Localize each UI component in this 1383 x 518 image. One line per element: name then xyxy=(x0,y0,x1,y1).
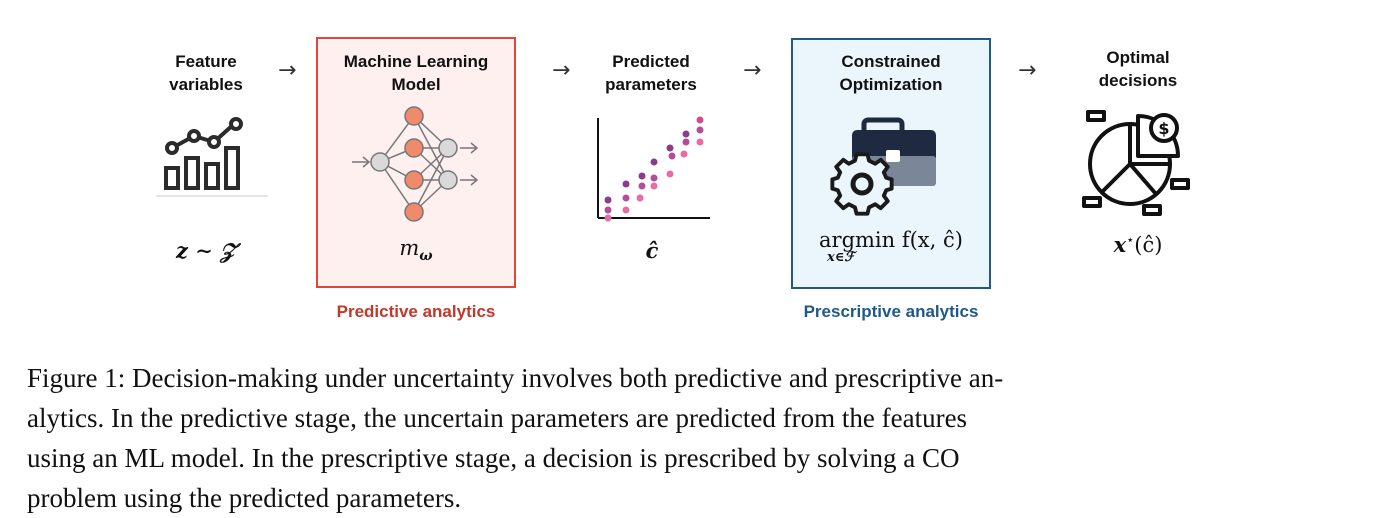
scatter-point xyxy=(666,170,674,178)
scatter-point xyxy=(650,182,658,190)
scatter-point xyxy=(604,214,612,222)
scatter-point xyxy=(682,130,690,138)
neural-network-icon xyxy=(352,106,479,222)
scatter-point xyxy=(638,182,646,190)
predictive-analytics-label: Predictive analytics xyxy=(336,302,496,321)
stage-title-predicted-parameters: Predicted parameters xyxy=(605,52,697,94)
stage-title-ml-model: Machine Learning Model xyxy=(343,52,489,94)
scatter-point xyxy=(682,138,690,146)
caption-line: problem using the predicted parameters. xyxy=(27,483,462,513)
scatter-point xyxy=(622,180,630,188)
svg-text:$: $ xyxy=(1158,119,1169,138)
symbol-optimization: argmin f(x, ĉ) x∈ℱ xyxy=(819,228,963,265)
stage-title-features: Feature variables xyxy=(169,52,243,94)
scatter-point xyxy=(650,158,658,166)
stage-title-optimal-decisions: Optimal decisions xyxy=(1098,48,1178,90)
caption-line: using an ML model. In the prescriptive s… xyxy=(27,443,960,473)
scatter-point xyxy=(622,194,630,202)
caption-line: alytics. In the predictive stage, the un… xyxy=(27,403,968,433)
scatter-point xyxy=(638,172,646,180)
flow-arrow-3: → xyxy=(743,58,762,83)
symbol-predicted-parameters: ĉ xyxy=(645,238,659,263)
symbol-optimal-decisions: x⋆(ĉ) xyxy=(1113,232,1163,257)
bar-line-chart-icon xyxy=(156,117,268,197)
pie-chart-dollar-icon: $ xyxy=(1082,110,1190,216)
scatter-plot-icon xyxy=(597,116,710,222)
scatter-point xyxy=(696,138,704,146)
prescriptive-analytics-label: Prescriptive analytics xyxy=(803,302,979,321)
scatter-point xyxy=(622,206,630,214)
scatter-point xyxy=(668,152,676,160)
flow-arrow-2: → xyxy=(552,58,571,83)
scatter-point xyxy=(696,126,704,134)
scatter-point xyxy=(636,194,644,202)
flow-arrow-1: → xyxy=(278,58,297,83)
symbol-ml-model: mω xyxy=(399,236,433,265)
stage-title-constrained-optimization: Constrained Optimization xyxy=(839,52,943,94)
caption-line: Figure 1: Decision-making under uncertai… xyxy=(27,363,1004,393)
briefcase-gear-icon xyxy=(830,117,936,216)
symbol-features: z ∼ 𝒵 xyxy=(175,238,237,263)
flow-arrow-4: → xyxy=(1018,58,1037,83)
scatter-point xyxy=(650,174,658,182)
predictive-box xyxy=(316,37,516,288)
scatter-point xyxy=(604,196,612,204)
scatter-point xyxy=(696,116,704,124)
scatter-point xyxy=(680,150,688,158)
scatter-point xyxy=(666,144,674,152)
figure-caption: Figure 1: Decision-making under uncertai… xyxy=(27,358,1367,518)
scatter-point xyxy=(604,206,612,214)
